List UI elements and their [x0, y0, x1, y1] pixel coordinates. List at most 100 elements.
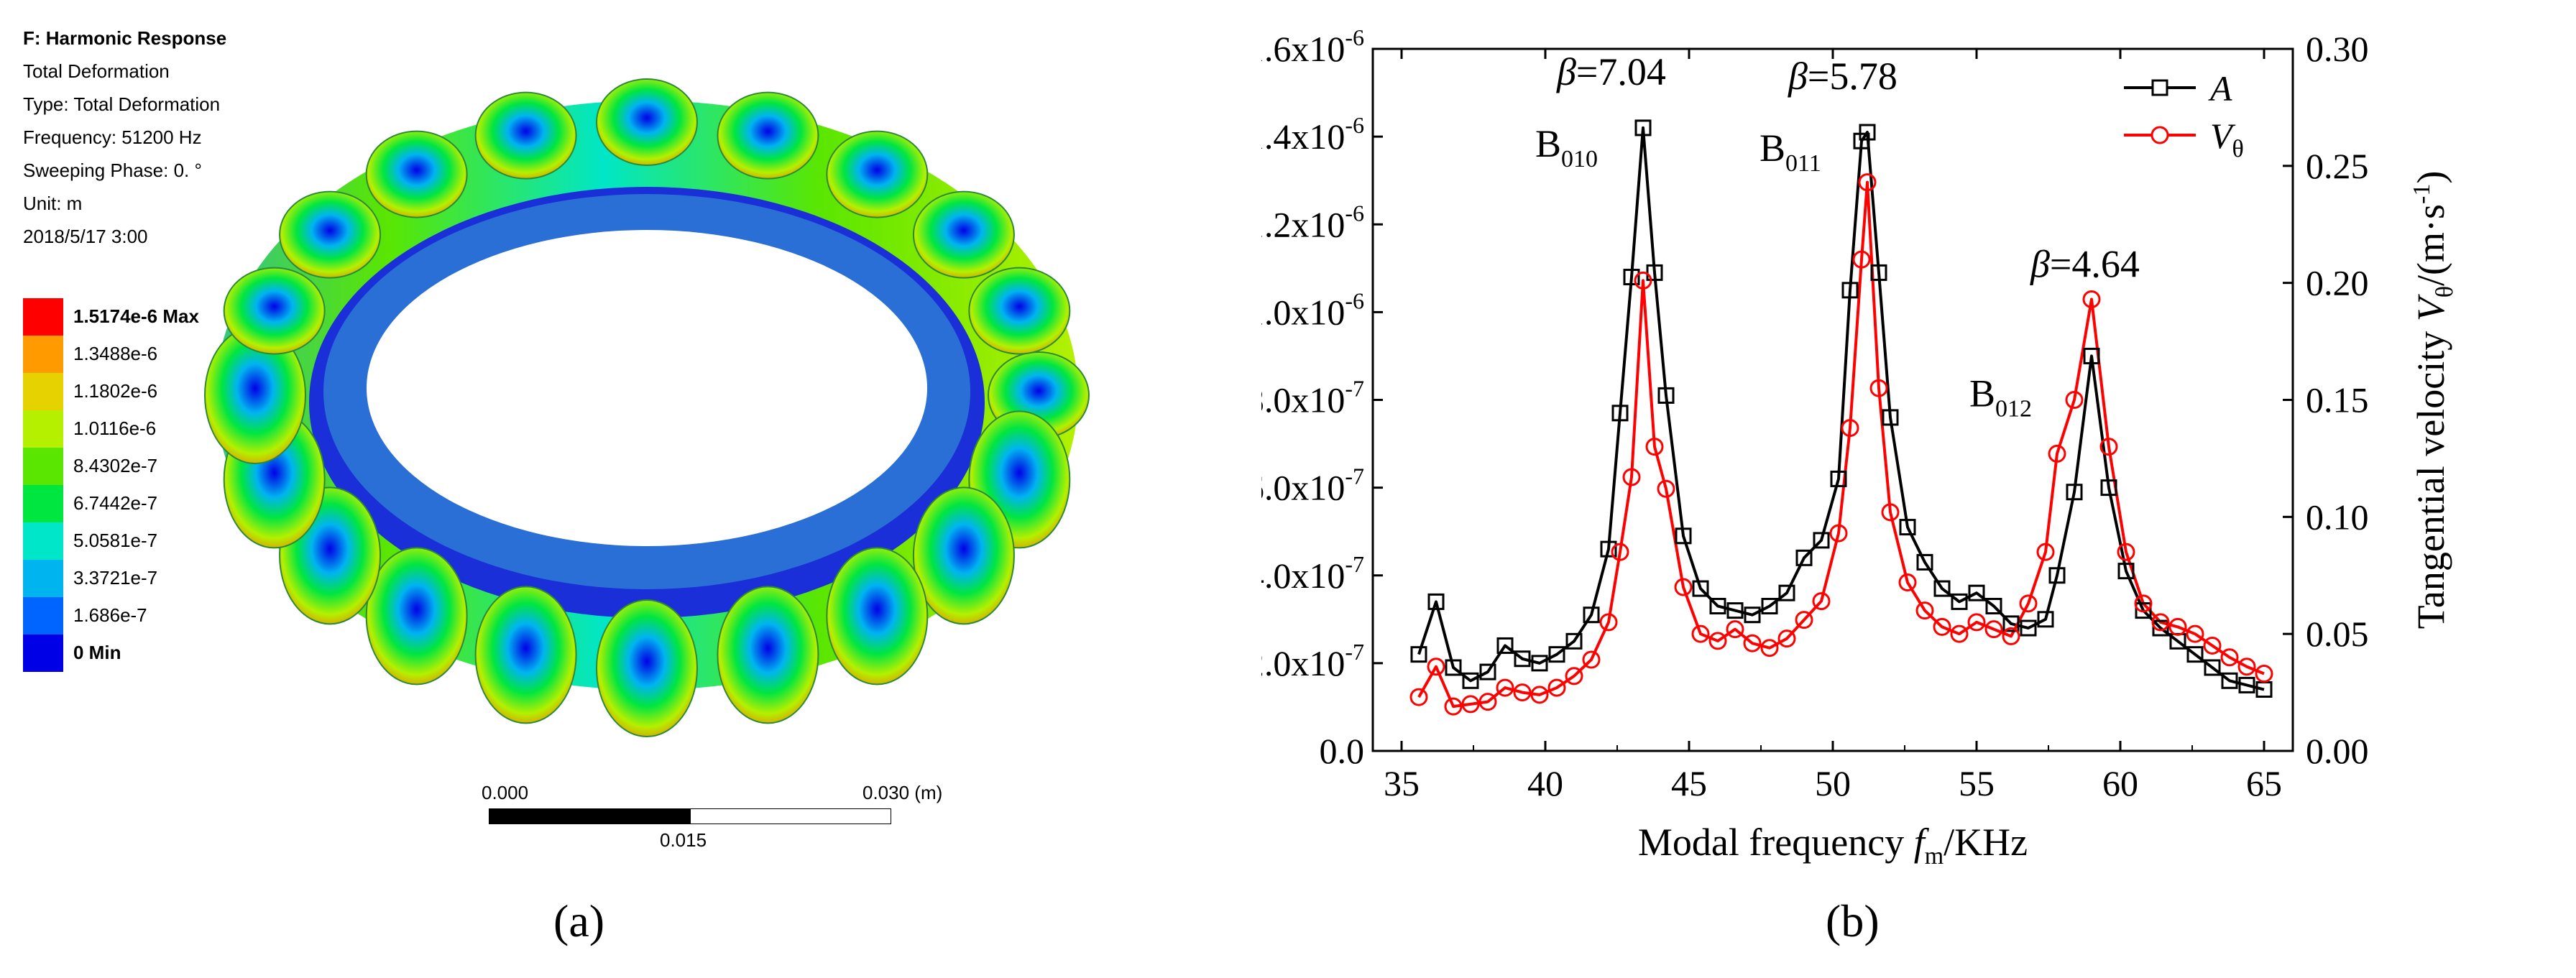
velocity-point [2099, 438, 2118, 456]
legend-swatch [23, 485, 63, 522]
deformed-stator-ring [204, 78, 1090, 737]
amplitude-point [2020, 619, 2037, 637]
velocity-point [2082, 290, 2101, 308]
y-tick-label: 0.0 [1320, 731, 1365, 771]
amplitude-point [1657, 387, 1675, 404]
ansys-info-block: F: Harmonic Response Total Deformation T… [23, 22, 226, 253]
x-tick-label: 45 [1671, 763, 1707, 803]
velocity-point [1933, 617, 1951, 636]
scale-bar: 0.000 0.030 (m) 0.015 [482, 782, 942, 851]
amplitude-point [1933, 580, 1951, 597]
velocity-point [1967, 613, 1986, 632]
peak-mode-label: B012 [1969, 372, 2032, 422]
frequency-response-chart: 35 40 45 50 55 60 65 0.0 2.0x10-7 4.0x10-7 6.0x10-… [1261, 29, 2458, 869]
legend-label: 8.4302e-7 [73, 455, 158, 476]
legend-label: 3.3721e-7 [73, 567, 158, 589]
peak-annotations: β=7.04 B010 β=5.78 B011 β=4.64 B012 [1535, 50, 2140, 423]
chart-axes: 35 40 45 50 55 60 65 0.0 2.0x10-7 4.0x10-7 6.0x10-… [1261, 29, 2458, 869]
amplitude-point [1611, 405, 1629, 422]
amplitude-point [1841, 282, 1859, 299]
amplitude-point [1600, 540, 1617, 558]
velocity-point [1622, 468, 1641, 486]
velocity-point [2151, 613, 2170, 632]
x-axis-label: Modal frequency fm/KHz [1638, 821, 2028, 869]
amplitude-point [2152, 619, 2169, 637]
amplitude-point [1634, 119, 1652, 137]
plot-frame [1371, 47, 2294, 752]
amplitude-point [1778, 584, 1795, 601]
velocity-point [1513, 683, 1532, 702]
amplitude-point [1514, 650, 1531, 668]
legend-marker-amplitude [2151, 79, 2168, 96]
velocity-point [1634, 271, 1652, 290]
y-tick-label: 6.0x10-7 [1261, 463, 1364, 508]
amplitude-point [1985, 597, 2002, 614]
amplitude-point [2100, 479, 2117, 497]
velocity-point [1496, 678, 1514, 697]
amplitude-point [1899, 519, 1916, 536]
amplitude-point [1410, 646, 1427, 663]
velocity-point [1950, 624, 1969, 643]
legend-label: 1.5174e-6 Max [73, 305, 199, 327]
y-tick-label: 8.0x10-7 [1261, 376, 1364, 420]
velocity-point [1858, 173, 1877, 192]
y2-tick-label: 0.05 [2306, 614, 2369, 654]
velocity-point [1427, 658, 1445, 676]
velocity-point [1657, 479, 1675, 498]
velocity-point [2186, 624, 2204, 643]
ring-tooth [717, 91, 819, 180]
velocity-point [1726, 620, 1744, 639]
amplitude-point [1870, 264, 1887, 281]
peak-beta-label: β=7.04 [1556, 50, 1666, 93]
amplitude-point [2221, 672, 2238, 689]
legend-swatch [23, 336, 63, 373]
velocity-point [2220, 648, 2239, 667]
series-line-amplitude [1417, 126, 2265, 691]
velocity-point [2203, 636, 2222, 655]
ring-geometry [204, 78, 1090, 737]
scale-bar-black [489, 808, 690, 824]
velocity-point [2117, 543, 2135, 561]
velocity-point [2048, 444, 2066, 463]
peak-beta-label: β=4.64 [2030, 242, 2140, 285]
y2-axis-label: Tangential velocity Vθ/(m·s-1) [2409, 171, 2458, 629]
y-tick-label: 4.0x10-7 [1261, 551, 1364, 596]
amplitude-point [1916, 553, 1933, 571]
chart-legend: A Vθ [2124, 68, 2244, 162]
amplitude-point [1675, 527, 1692, 545]
info-line: 2018/5/17 3:00 [23, 226, 148, 247]
legend-swatch [23, 298, 63, 336]
velocity-point [1760, 639, 1779, 658]
amplitude-point [1692, 580, 1709, 597]
amplitude-point [1761, 597, 1778, 614]
ring-tooth [365, 547, 468, 686]
ring-tooth [365, 130, 468, 218]
amplitude-point [1531, 655, 1548, 672]
peak-mode-label: B011 [1760, 126, 1821, 177]
x-tick-label: 35 [1384, 763, 1420, 803]
velocity-point [1530, 686, 1549, 704]
amplitude-point [2238, 676, 2255, 693]
y2-tick-label: 0.10 [2306, 497, 2369, 537]
y2-tick-label: 0.15 [2306, 380, 2369, 420]
velocity-point [1743, 634, 1762, 652]
legend-label: 0 Min [73, 642, 121, 663]
x-tick-label: 60 [2102, 763, 2138, 803]
x-tick-label: 40 [1527, 763, 1563, 803]
amplitude-point [1968, 584, 1985, 601]
velocity-point [1795, 611, 1813, 629]
legend-label: 5.0581e-7 [73, 530, 158, 551]
amplitude-point [1646, 264, 1663, 281]
velocity-point [1915, 601, 1934, 620]
velocity-point [1829, 524, 1848, 543]
amplitude-point [1744, 606, 1761, 624]
panel-b-label: (b) [1826, 895, 1880, 946]
y2-tick-label: 0.20 [2306, 263, 2369, 303]
amplitude-point [1726, 602, 1744, 619]
legend-label: 1.1802e-6 [73, 380, 158, 402]
velocity-point [1777, 629, 1796, 648]
velocity-point [1812, 592, 1831, 611]
amplitude-point [1479, 663, 1496, 681]
ring-tooth [912, 486, 1015, 625]
velocity-point [2036, 543, 2055, 561]
